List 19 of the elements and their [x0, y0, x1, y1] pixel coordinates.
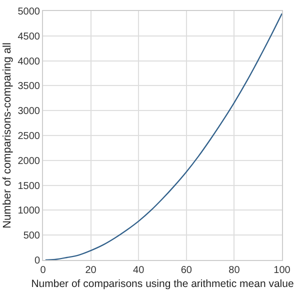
y-tick-label: 4000 [18, 56, 40, 68]
x-tick-label: 20 [85, 265, 97, 276]
y-axis-title: Number of comparisons-comparing all [1, 42, 14, 228]
y-tick-label: 4500 [18, 31, 40, 42]
x-tick-label: 40 [133, 265, 145, 276]
y-tick-label: 2000 [18, 156, 40, 167]
x-tick-label: 80 [228, 265, 240, 276]
y-tick-label: 500 [23, 230, 40, 242]
y-tick-label: 2500 [18, 131, 40, 142]
y-tick-label: 1500 [18, 180, 40, 192]
x-tick-label: 100 [274, 265, 291, 276]
y-tick-label: 3500 [18, 81, 40, 92]
y-tick-label: 3000 [18, 106, 40, 118]
y-tick-label: 1000 [18, 206, 40, 217]
line-series [44, 12, 282, 260]
x-tick-label: 60 [180, 265, 192, 276]
x-axis-title: Number of comparisons using the arithmetic mean value [31, 278, 294, 290]
y-tick-label: 5000 [18, 6, 40, 18]
y-tick-label: 0 [34, 256, 40, 266]
